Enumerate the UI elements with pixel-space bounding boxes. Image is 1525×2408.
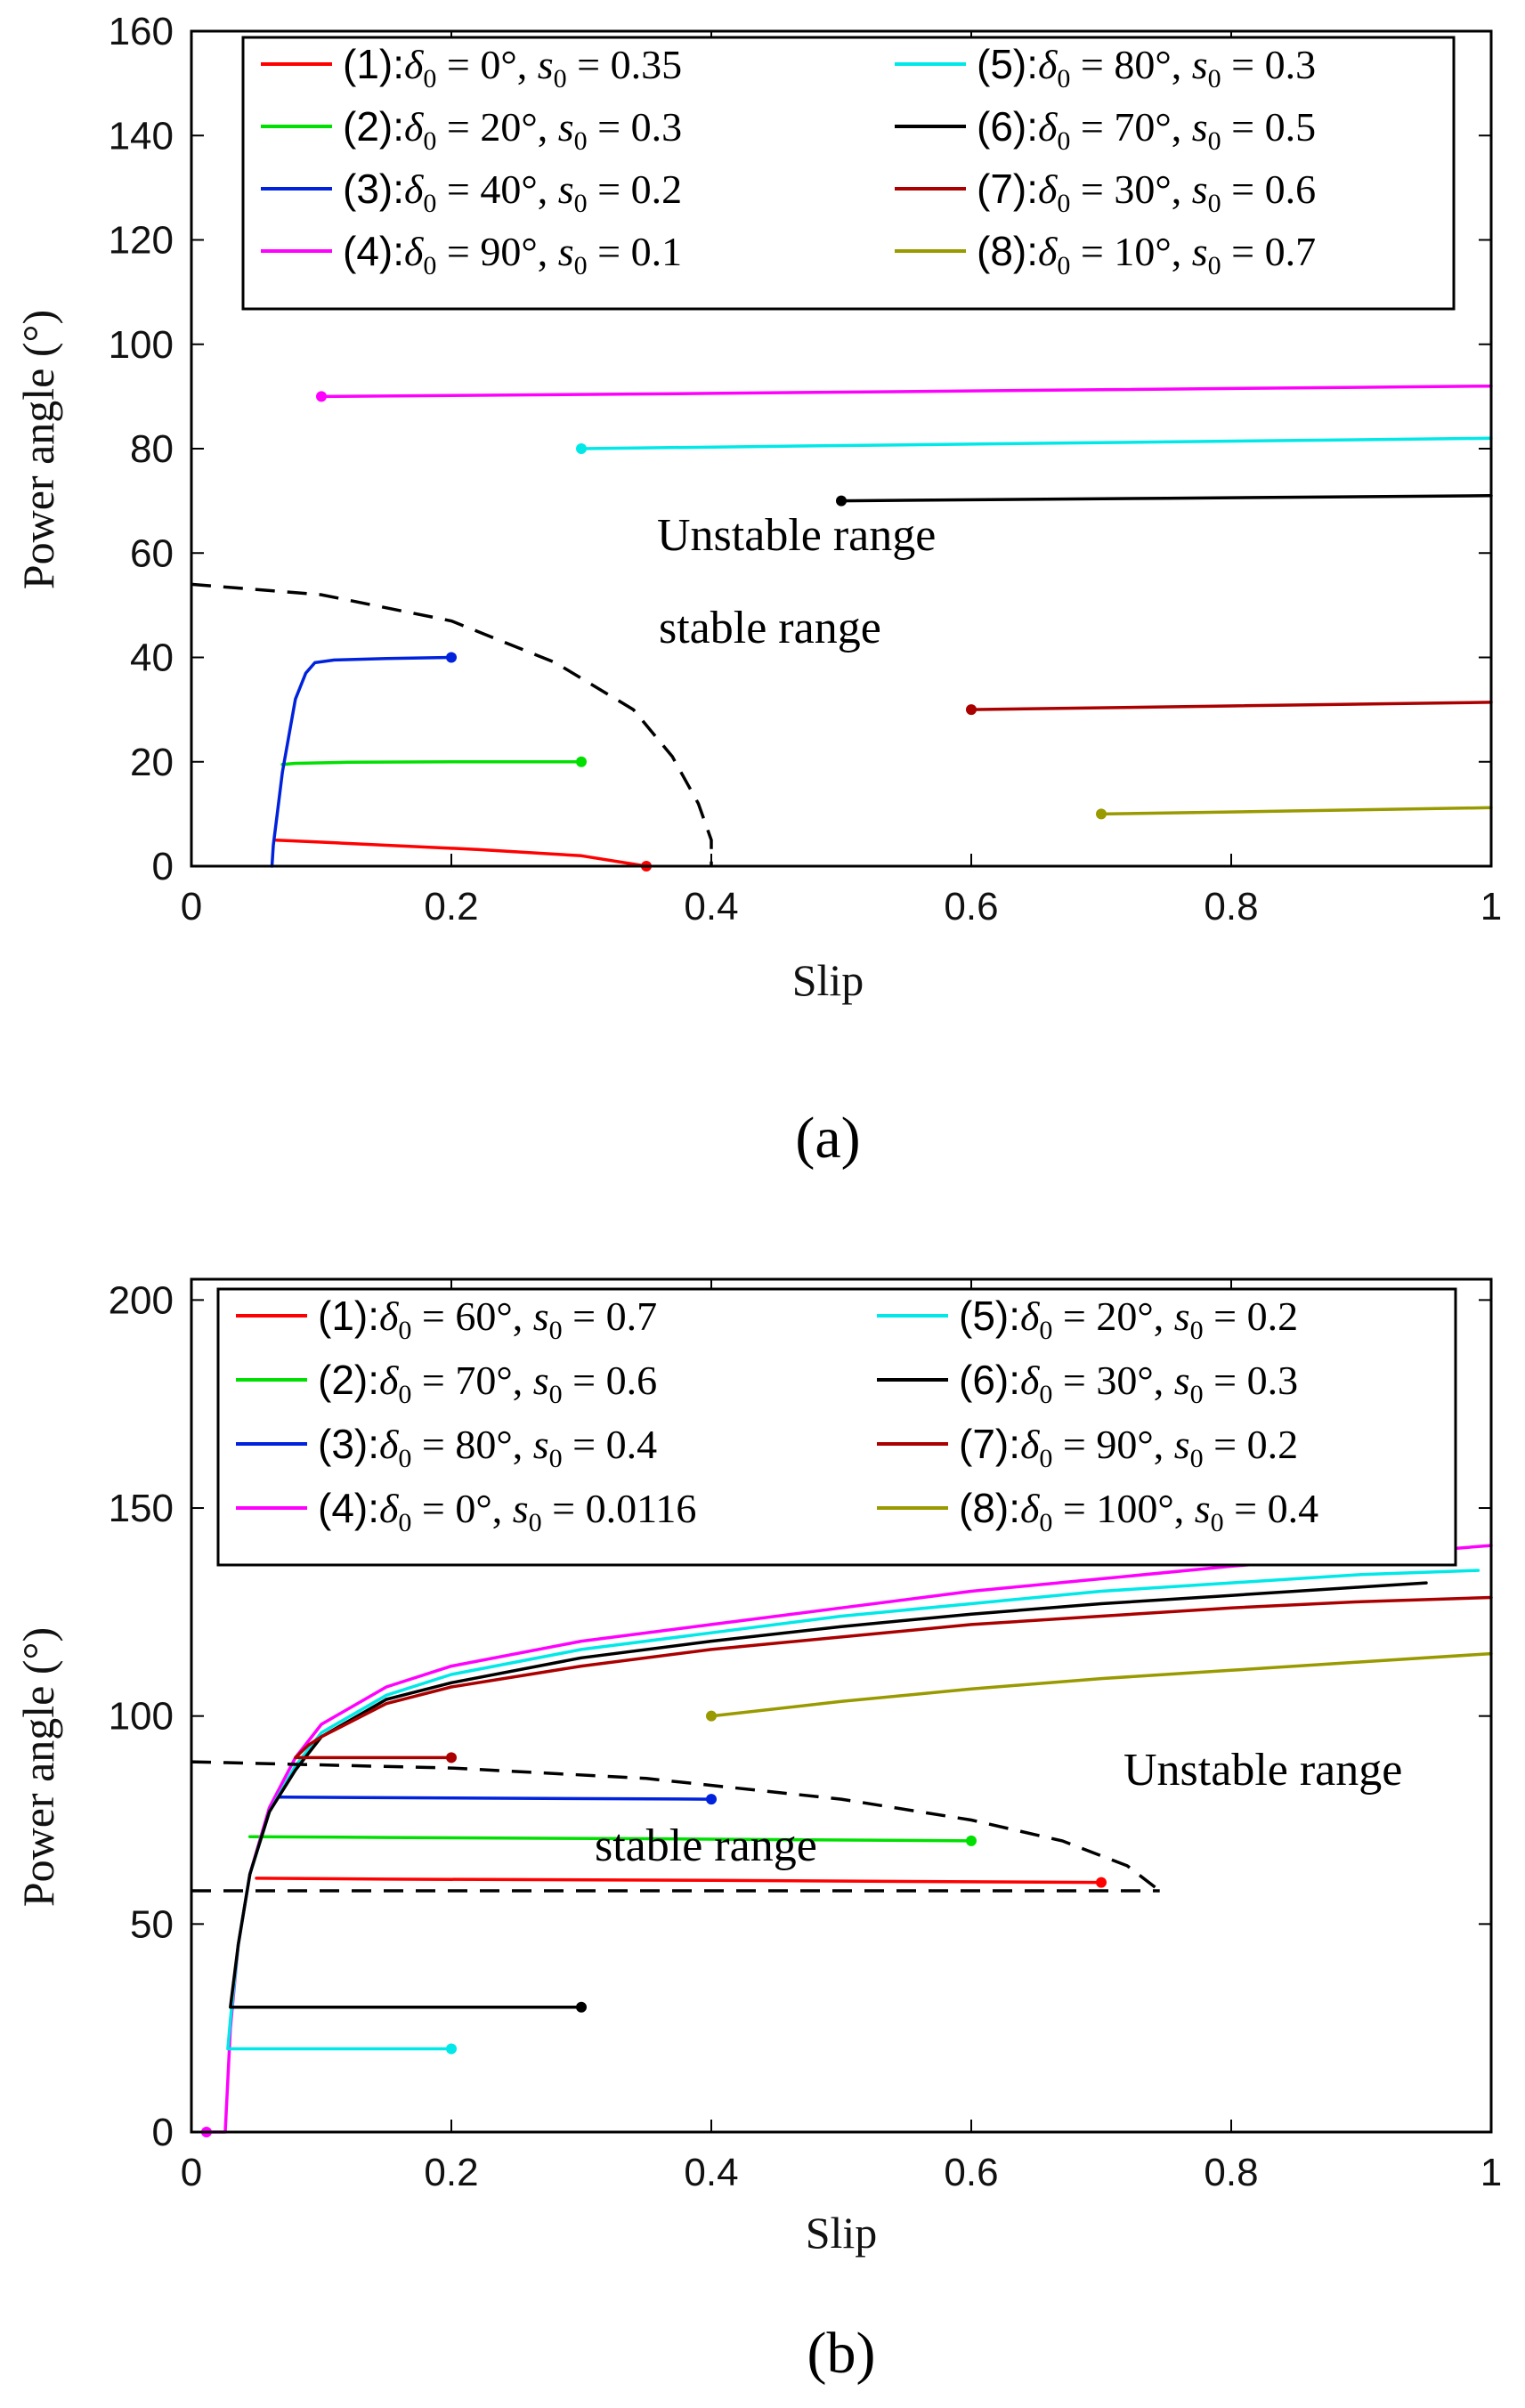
series-7-start-marker [966,704,977,716]
legend-entry-2: (2):δ0 = 20°, s0 = 0.3 [343,103,682,156]
legend-entry-4: (4):δ0 = 0°, s0 = 0.0116 [318,1485,696,1537]
series-1-line [274,838,648,868]
panel-b-stable-label: stable range [595,1820,817,1871]
legend-box [216,1287,1457,1567]
x-tick-label: 0 [181,885,202,928]
legend-box [241,36,1456,311]
panel-b-xlabel: Slip [806,2208,878,2258]
y-tick-label: 40 [130,636,174,680]
x-tick-label: 0.6 [944,885,998,928]
series-1-line [255,1877,1103,1885]
boundary-curve [191,582,713,866]
series-5-line [580,436,1493,450]
legend-entry-1: (1):δ0 = 60°, s0 = 0.7 [318,1293,657,1345]
y-tick-label: 0 [152,2111,174,2154]
panel-a-series [270,384,1493,872]
panel-a-unstable-label: Unstable range [657,510,936,561]
series-6-start-marker [836,495,847,507]
panel-b-axes-frame [190,1277,1493,2134]
x-tick-label: 0.4 [684,2151,738,2194]
series-3-start-marker [446,652,457,663]
series-6-start-marker [576,2001,587,2013]
x-tick-label: 1 [1480,885,1502,928]
panel-a-ticks: 0 0.2 0.4 0.6 0.8 1 0 20 40 60 80 100 120 140 160 [109,10,1503,928]
series-2-line [280,760,583,766]
y-tick-label: 150 [109,1487,174,1530]
y-tick-label: 60 [130,531,174,575]
series-6-line [840,494,1493,503]
panel-a: 0 0.2 0.4 0.6 0.8 1 0 20 40 60 80 100 120 140 160 stab… [13,10,1502,1171]
series-8-start-marker [1096,808,1107,820]
panel-a-legend: (1):δ0 = 0°, s0 = 0.35 (2):δ0 = 20°, s0 =… [241,36,1456,311]
y-tick-label: 140 [109,114,174,158]
panel-a-label: (a) [795,1106,860,1171]
series-7-line [294,1595,1493,1760]
series-5-start-marker [446,2043,457,2055]
series-2-start-marker [576,756,587,767]
x-tick-label: 0.6 [944,2151,998,2194]
y-tick-label: 160 [109,10,174,53]
y-tick-label: 100 [109,1695,174,1739]
legend-entry-8: (8):δ0 = 10°, s0 = 0.7 [977,228,1316,280]
series-4-start-marker [316,391,327,402]
y-tick-label: 0 [152,845,174,888]
series-8-start-marker [706,1710,717,1722]
x-tick-label: 0.2 [424,885,478,928]
series-4-line [320,384,1493,399]
panel-b-series [200,1544,1493,2137]
legend-entry-4: (4):δ0 = 90°, s0 = 0.1 [343,228,682,280]
legend-entry-7: (7):δ0 = 90°, s0 = 0.2 [959,1421,1298,1473]
series-7-start-marker [446,1752,457,1763]
x-tick-label: 0.4 [684,885,738,928]
y-tick-label: 80 [130,427,174,471]
panel-b-stability-boundary [191,1760,1161,1893]
panel-a-stability-boundary [191,582,713,866]
panel-b-ticks: 0 0.2 0.4 0.6 0.8 1 0 50 100 150 200 [109,1278,1503,2194]
x-tick-label: 0.8 [1204,2151,1258,2194]
series-5-start-marker [576,443,587,454]
y-tick-label: 50 [130,1902,174,1946]
panel-a-ylabel: Power angle (°) [13,310,63,589]
legend-entry-1: (1):δ0 = 0°, s0 = 0.35 [343,41,682,93]
y-tick-label: 20 [130,741,174,784]
legend-entry-2: (2):δ0 = 70°, s0 = 0.6 [318,1357,657,1409]
panel-b-label: (b) [807,2321,876,2386]
panel-b-unstable-label: Unstable range [1123,1745,1402,1796]
series-8-line [710,1651,1493,1718]
legend-entry-6: (6):δ0 = 30°, s0 = 0.3 [959,1357,1298,1409]
panel-a-stable-label: stable range [659,603,881,653]
panel-b-ylabel: Power angle (°) [13,1627,63,1907]
x-tick-label: 0.8 [1204,885,1258,928]
series-2-start-marker [966,1835,977,1846]
boundary-upper [191,1760,1161,1893]
y-tick-label: 100 [109,323,174,367]
x-tick-label: 0 [181,2151,202,2194]
series-6-line [229,1581,1428,2009]
legend-entry-6: (6):δ0 = 70°, s0 = 0.5 [977,103,1316,156]
legend-entry-5: (5):δ0 = 20°, s0 = 0.2 [959,1293,1298,1345]
series-1-start-marker [1096,1877,1107,1888]
series-2-line [247,1835,973,1843]
y-tick-label: 200 [109,1278,174,1322]
series-7-line [969,701,1493,711]
legend-entry-3: (3):δ0 = 40°, s0 = 0.2 [343,166,682,218]
x-tick-label: 0.2 [424,2151,478,2194]
legend-entry-8: (8):δ0 = 100°, s0 = 0.4 [959,1485,1318,1537]
series-8-line [1099,806,1493,816]
series-3-line [274,1796,713,1801]
legend-entry-3: (3):δ0 = 80°, s0 = 0.4 [318,1421,657,1473]
series-5-line [226,1569,1480,2051]
legend-entry-7: (7):δ0 = 30°, s0 = 0.6 [977,166,1316,218]
x-tick-label: 1 [1480,2151,1502,2194]
legend-entry-5: (5):δ0 = 80°, s0 = 0.3 [977,41,1316,93]
y-tick-label: 120 [109,219,174,263]
panel-a-xlabel: Slip [792,955,864,1005]
series-3-line [270,655,453,868]
series-3-start-marker [706,1794,717,1805]
panel-b-legend: (1):δ0 = 60°, s0 = 0.7 (2):δ0 = 70°, s0 =… [216,1287,1457,1567]
